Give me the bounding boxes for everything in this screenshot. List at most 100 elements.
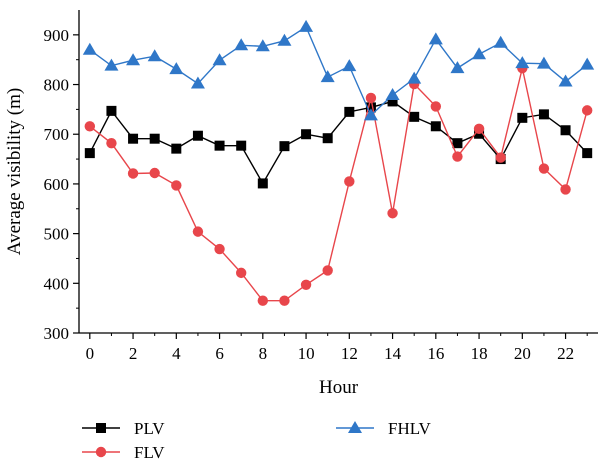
data-point-fhlv bbox=[299, 19, 314, 32]
data-point-plv bbox=[106, 105, 117, 116]
data-point-fhlv bbox=[536, 56, 551, 69]
y-tick-label: 400 bbox=[44, 274, 70, 293]
data-point-plv bbox=[387, 96, 398, 107]
data-point-fhlv bbox=[428, 32, 443, 45]
data-point-flv bbox=[322, 265, 333, 276]
data-point-flv bbox=[127, 168, 139, 179]
data-point-flv bbox=[387, 208, 398, 219]
x-tick-label: 4 bbox=[172, 344, 181, 363]
data-point-fhlv bbox=[104, 58, 119, 71]
y-axis-label: Average visibility (m) bbox=[4, 88, 25, 255]
data-point-fhlv bbox=[320, 70, 335, 83]
x-tick-label: 18 bbox=[471, 344, 488, 363]
data-point-flv bbox=[257, 295, 269, 306]
data-point-fhlv bbox=[82, 42, 97, 55]
y-tick-label: 300 bbox=[44, 324, 70, 343]
data-point-flv bbox=[452, 151, 463, 162]
data-point-fhlv bbox=[407, 71, 422, 84]
data-point-flv bbox=[344, 176, 355, 187]
y-tick-label: 700 bbox=[44, 125, 70, 144]
data-point-flv bbox=[106, 137, 117, 149]
y-tick-label: 500 bbox=[44, 225, 70, 244]
x-tick-label: 10 bbox=[298, 344, 315, 363]
data-point-fhlv bbox=[234, 38, 249, 51]
data-point-flv bbox=[473, 123, 485, 134]
data-point-flv bbox=[279, 295, 290, 306]
data-point-plv bbox=[301, 129, 312, 140]
data-point-fhlv bbox=[255, 39, 270, 52]
legend: PLV FLV FHLV bbox=[82, 419, 432, 460]
series-line-plv bbox=[89, 100, 588, 185]
data-point-plv bbox=[582, 148, 593, 159]
data-point-plv bbox=[322, 133, 333, 144]
x-tick-label: 0 bbox=[86, 344, 95, 363]
axes: 300 400 500 600 700 800 900 0 2 4 6 8 10 12 14 16 18 20 22 bbox=[44, 10, 598, 363]
x-tick-label: 16 bbox=[427, 344, 444, 363]
legend-item-flv: FLV bbox=[82, 443, 165, 460]
data-point-flv bbox=[495, 152, 506, 163]
series-layer bbox=[82, 19, 595, 306]
legend-label-plv: PLV bbox=[134, 419, 165, 438]
series-plv bbox=[84, 96, 593, 189]
data-point-flv bbox=[300, 279, 312, 290]
data-point-flv bbox=[171, 180, 182, 191]
data-point-flv bbox=[192, 226, 204, 237]
legend-label-fhlv: FHLV bbox=[388, 419, 432, 438]
legend-marker-fhlv bbox=[348, 421, 362, 433]
legend-item-plv: PLV bbox=[82, 419, 165, 438]
data-point-fhlv bbox=[493, 35, 508, 48]
data-point-fhlv bbox=[126, 53, 141, 66]
series-fhlv bbox=[82, 19, 595, 121]
data-point-plv bbox=[171, 143, 182, 154]
data-point-flv bbox=[538, 163, 550, 174]
legend-item-fhlv: FHLV bbox=[336, 419, 432, 438]
legend-marker-plv bbox=[96, 423, 106, 433]
data-point-flv bbox=[84, 121, 96, 132]
legend-label-flv: FLV bbox=[134, 443, 165, 460]
y-tick-label: 600 bbox=[44, 175, 70, 194]
y-tick-label: 800 bbox=[44, 76, 70, 95]
data-point-fhlv bbox=[147, 49, 162, 62]
data-point-plv bbox=[257, 178, 268, 189]
data-point-fhlv bbox=[190, 76, 205, 89]
data-point-flv bbox=[581, 105, 593, 116]
x-tick-label: 12 bbox=[341, 344, 358, 363]
data-point-fhlv bbox=[363, 108, 378, 121]
legend-marker-flv bbox=[95, 446, 107, 458]
x-tick-label: 14 bbox=[384, 344, 402, 363]
data-point-plv bbox=[128, 133, 139, 144]
data-point-fhlv bbox=[450, 61, 465, 74]
data-point-flv bbox=[235, 267, 247, 279]
x-tick-label: 6 bbox=[215, 344, 224, 363]
y-tick-label: 900 bbox=[44, 26, 70, 45]
data-point-fhlv bbox=[277, 33, 292, 46]
data-point-fhlv bbox=[580, 57, 595, 70]
data-point-plv bbox=[236, 140, 247, 151]
x-tick-label: 8 bbox=[259, 344, 268, 363]
data-point-flv bbox=[365, 92, 377, 104]
data-point-plv bbox=[344, 106, 355, 117]
data-point-flv bbox=[430, 101, 442, 112]
x-tick-label: 20 bbox=[514, 344, 531, 363]
data-point-fhlv bbox=[169, 62, 184, 75]
data-point-plv bbox=[192, 130, 203, 141]
data-point-plv bbox=[365, 102, 376, 113]
data-point-plv bbox=[279, 141, 290, 152]
data-point-plv bbox=[538, 109, 549, 120]
series-line-flv bbox=[89, 67, 588, 302]
data-point-flv bbox=[560, 184, 571, 195]
x-tick-label: 2 bbox=[129, 344, 138, 363]
data-point-plv bbox=[560, 125, 571, 136]
data-point-plv bbox=[84, 148, 95, 159]
data-point-plv bbox=[149, 133, 160, 144]
data-point-plv bbox=[517, 112, 528, 123]
data-point-fhlv bbox=[472, 47, 487, 60]
data-point-fhlv bbox=[342, 59, 357, 72]
data-point-plv bbox=[430, 121, 441, 132]
data-point-fhlv bbox=[515, 56, 530, 69]
data-point-plv bbox=[214, 140, 225, 151]
series-line-fhlv bbox=[89, 25, 588, 117]
data-point-fhlv bbox=[385, 87, 400, 100]
series-flv bbox=[84, 62, 593, 306]
